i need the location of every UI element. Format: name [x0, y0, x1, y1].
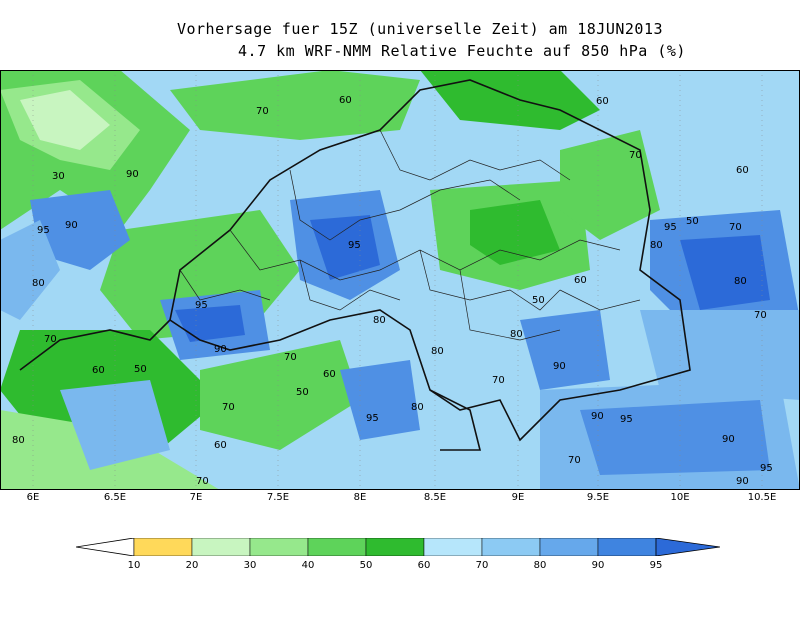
- contour-label: 50: [686, 216, 699, 227]
- moist-region: [175, 305, 245, 342]
- colorbar-cell: [191, 538, 251, 556]
- contour-label: 90: [591, 411, 604, 422]
- lon-tick: 10.5E: [747, 492, 777, 503]
- moist-region: [520, 310, 610, 390]
- lon-tick: 7.5E: [266, 492, 290, 503]
- contour-label: 70: [492, 375, 505, 386]
- contour-label: 90: [214, 344, 227, 355]
- lon-tick: 10E: [670, 492, 690, 503]
- moist-region: [310, 215, 380, 280]
- contour-label: 70: [629, 150, 642, 161]
- contour-label: 70: [729, 222, 742, 233]
- dry-region: [200, 340, 360, 450]
- contour-label: 70: [196, 476, 209, 487]
- title-line-1: Vorhersage fuer 15Z (universelle Zeit) a…: [176, 20, 664, 38]
- colorbar-tick: 70: [475, 560, 489, 571]
- contour-label: 95: [348, 240, 361, 251]
- colorbar-cells: [133, 538, 657, 556]
- lon-tick: 6.5E: [103, 492, 127, 503]
- contour-label: 60: [92, 365, 105, 376]
- dry-region: [420, 70, 600, 130]
- dry-region: [470, 200, 560, 265]
- contour-label: 80: [32, 278, 45, 289]
- colorbar: [76, 538, 720, 556]
- contour-label: 90: [553, 361, 566, 372]
- moist-region: [30, 190, 130, 270]
- colorbar-cell: [423, 538, 483, 556]
- moist-region: [680, 235, 770, 310]
- country-border: [19, 79, 691, 451]
- contour-label: 80: [411, 402, 424, 413]
- lon-tick: 8E: [353, 492, 367, 503]
- contour-label: 60: [574, 275, 587, 286]
- lon-tick: 9E: [511, 492, 525, 503]
- moist-region: [640, 310, 800, 400]
- contour-label: 60: [339, 95, 352, 106]
- colorbar-tick: 50: [359, 560, 373, 571]
- contour-label: 60: [323, 369, 336, 380]
- lon-tick: 7E: [189, 492, 203, 503]
- contour-label: 95: [760, 463, 773, 474]
- title-line-2: 4.7 km WRF-NMM Relative Feuchte auf 850 …: [238, 42, 686, 60]
- colorbar-cell: [133, 538, 193, 556]
- moist-region: [0, 220, 60, 320]
- canton-borders: [179, 129, 641, 341]
- moist-region: [580, 400, 770, 475]
- colorbar-low-arrow: [76, 538, 135, 556]
- contour-label: 80: [12, 435, 25, 446]
- contour-label: 95: [664, 222, 677, 233]
- colorbar-tick: 40: [301, 560, 315, 571]
- lon-lat-grid: [32, 70, 763, 490]
- colorbar-high-arrow: [655, 538, 720, 556]
- colorbar-cell: [365, 538, 425, 556]
- contour-label: 95: [366, 413, 379, 424]
- contour-label: 70: [284, 352, 297, 363]
- colorbar-tick: 95: [649, 560, 663, 571]
- contour-label: 70: [256, 106, 269, 117]
- contour-label: 70: [754, 310, 767, 321]
- contour-label: 80: [431, 346, 444, 357]
- colorbar-tick: 80: [533, 560, 547, 571]
- colorbar-tick: 20: [185, 560, 199, 571]
- contour-label: 60: [214, 440, 227, 451]
- contour-label: 50: [134, 364, 147, 375]
- contour-label: 80: [734, 276, 747, 287]
- dry-region: [560, 130, 660, 240]
- contour-label: 70: [222, 402, 235, 413]
- colorbar-tick: 30: [243, 560, 257, 571]
- contour-label: 90: [126, 169, 139, 180]
- contour-labels: 30 70 90 95 90 80 70 60 50 95 80 60 70 8…: [12, 95, 773, 487]
- contour-label: 95: [37, 225, 50, 236]
- lon-tick: 6E: [26, 492, 40, 503]
- contour-label: 90: [722, 434, 735, 445]
- contour-label: 60: [736, 165, 749, 176]
- contour-label: 70: [44, 334, 57, 345]
- contour-label: 30: [52, 171, 65, 182]
- contour-label: 95: [195, 300, 208, 311]
- contour-label: 80: [510, 329, 523, 340]
- colorbar-cell: [597, 538, 657, 556]
- colorbar-cell: [307, 538, 367, 556]
- dry-region: [20, 90, 110, 150]
- contour-label: 90: [65, 220, 78, 231]
- contour-label: 60: [596, 96, 609, 107]
- contour-label: 80: [650, 240, 663, 251]
- colorbar-tick: 60: [417, 560, 431, 571]
- colorbar-tick: 10: [127, 560, 141, 571]
- lon-tick: 9.5E: [586, 492, 610, 503]
- contour-label: 80: [373, 315, 386, 326]
- lon-tick: 8.5E: [423, 492, 447, 503]
- humidity-map: 30 70 90 95 90 80 70 60 50 95 80 60 70 8…: [0, 70, 800, 490]
- colorbar-cell: [481, 538, 541, 556]
- colorbar-cell: [249, 538, 309, 556]
- colorbar-cell: [539, 538, 599, 556]
- contour-label: 70: [568, 455, 581, 466]
- contour-label: 90: [736, 476, 749, 487]
- contour-label: 50: [296, 387, 309, 398]
- colorbar-tick: 90: [591, 560, 605, 571]
- contour-label: 50: [532, 295, 545, 306]
- dry-region: [170, 70, 420, 140]
- contour-label: 95: [620, 414, 633, 425]
